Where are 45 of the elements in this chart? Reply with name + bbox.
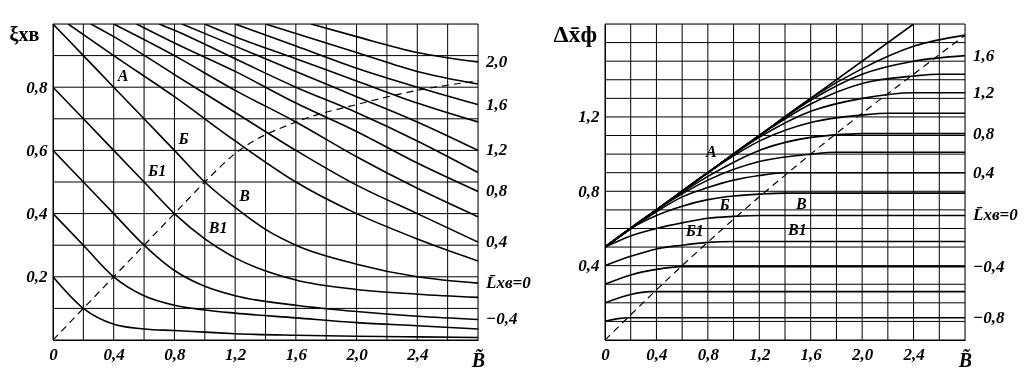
x-tick-label: 2,0 [345,344,369,364]
y-tick-label: 0,4 [578,256,600,276]
annotation: В1 [207,218,228,236]
y-axis-title: Δx̄ф [553,20,598,47]
x-axis-title: B̃ [957,348,973,369]
annotation: Б [177,130,189,148]
y-tick-label: 0,8 [26,77,48,97]
series-label: 0,8 [973,123,995,143]
x-tick-label: 2,0 [851,344,874,364]
y-tick-label: 0,6 [26,140,48,160]
series-label: 1,2 [973,82,995,102]
series-label: 0,8 [486,181,508,201]
annotation: А [116,67,129,85]
x-tick-label: 1,2 [749,344,771,364]
x-tick-label: 2,4 [902,344,925,364]
series-label: 0,4 [973,162,995,182]
x-tick-label: 1,6 [800,344,823,364]
series-label: 0,4 [486,232,508,252]
x-tick-label: 1,2 [225,344,247,364]
x-tick-label: 0,8 [697,344,720,364]
series-label: 2,0 [485,51,508,71]
y-tick-label: 0,4 [26,204,48,224]
y-tick-label: 1,2 [578,107,600,127]
series-label: −0,4 [973,256,1005,276]
annotation: В [795,195,808,213]
x-tick-label: 0 [601,344,611,364]
x-tick-label: 1,6 [285,344,308,364]
x-tick-label: 0 [49,344,59,364]
x-axis-title: B̃ [470,348,486,369]
annotation: Б1 [147,162,167,179]
x-tick-label: 0,4 [646,344,668,364]
series-label: −0,8 [973,307,1006,327]
series-label: L̄хв=0 [485,273,532,293]
series-label: 1,2 [486,140,508,160]
annotation: В [238,187,251,205]
y-tick-label: 0,2 [26,267,48,287]
series-label: L̄хв=0 [972,205,1019,225]
x-tick-label: 0,4 [103,344,125,364]
y-axis-title: ξхв [9,22,40,45]
x-tick-label: 2,4 [406,344,429,364]
x-tick-label: 0,8 [164,344,187,364]
series-label: 1,6 [973,45,995,65]
y-tick-label: 0,8 [578,181,600,201]
series-label: 1,6 [486,94,508,114]
series-label: −0,4 [486,309,518,329]
